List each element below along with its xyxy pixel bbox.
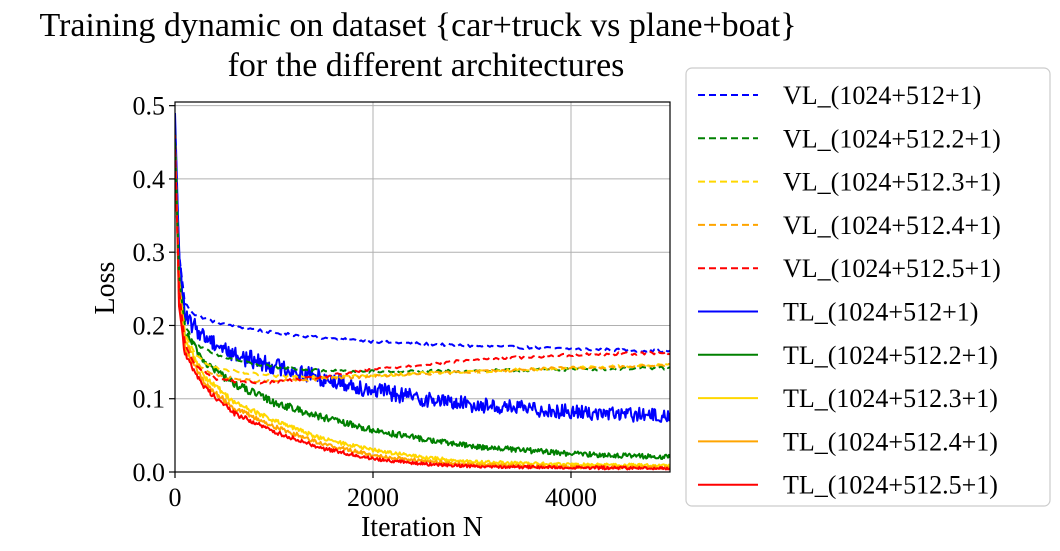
legend: VL_(1024+512+1) VL_(1024+512.2+1) VL_(1024… bbox=[685, 67, 1051, 507]
y-tick-label: 0.3 bbox=[133, 238, 166, 267]
x-axis-label: Iteration N bbox=[361, 512, 483, 543]
x-tick-label: 2000 bbox=[347, 483, 399, 512]
series-line-VL_(1024+512.4+1) bbox=[175, 149, 670, 384]
y-tick-label: 0.1 bbox=[133, 385, 166, 414]
y-tick-label: 0.2 bbox=[133, 311, 166, 340]
series-line-VL_(1024+512.2+1) bbox=[175, 142, 670, 374]
series-line-TL_(1024+512.2+1) bbox=[175, 127, 670, 460]
y-tick-label: 0.0 bbox=[133, 458, 166, 487]
series-line-TL_(1024+512.5+1) bbox=[175, 134, 670, 471]
series-lines bbox=[175, 112, 670, 471]
series-line-TL_(1024+512+1) bbox=[175, 112, 670, 423]
plot-frame bbox=[174, 101, 671, 473]
legend-frame bbox=[685, 67, 1051, 507]
series-line-TL_(1024+512.4+1) bbox=[175, 134, 670, 470]
chart-title: Training dynamic on dataset {car+truck v… bbox=[39, 7, 796, 44]
legend-label: VL_(1024+512.5+1) bbox=[783, 254, 1001, 283]
legend-label: VL_(1024+512.4+1) bbox=[783, 211, 1001, 240]
x-tick-label: 4000 bbox=[545, 483, 597, 512]
legend-label: VL_(1024+512.3+1) bbox=[783, 168, 1001, 197]
series-line-VL_(1024+512.3+1) bbox=[175, 149, 670, 379]
axis-ticks: 0 2000 4000 0.0 0.1 0.2 0.3 0.4 0.5 bbox=[133, 92, 598, 512]
legend-label: TL_(1024+512.3+1) bbox=[783, 384, 998, 413]
series-line-VL_(1024+512+1) bbox=[175, 127, 670, 354]
legend-label: TL_(1024+512.5+1) bbox=[783, 471, 998, 500]
y-axis-label: Loss bbox=[90, 262, 121, 315]
y-tick-label: 0.4 bbox=[133, 165, 166, 194]
legend-label: TL_(1024+512.4+1) bbox=[783, 427, 998, 456]
legend-label: VL_(1024+512.2+1) bbox=[783, 124, 1001, 153]
legend-label: TL_(1024+512.2+1) bbox=[783, 341, 998, 370]
series-line-TL_(1024+512.3+1) bbox=[175, 134, 670, 468]
x-tick-label: 0 bbox=[169, 483, 182, 512]
y-tick-label: 0.5 bbox=[133, 92, 166, 121]
legend-label: TL_(1024+512+1) bbox=[783, 298, 978, 327]
series-line-VL_(1024+512.5+1) bbox=[175, 149, 670, 385]
legend-label: VL_(1024+512+1) bbox=[783, 81, 981, 110]
chart-subtitle: for the different architectures bbox=[228, 47, 625, 84]
